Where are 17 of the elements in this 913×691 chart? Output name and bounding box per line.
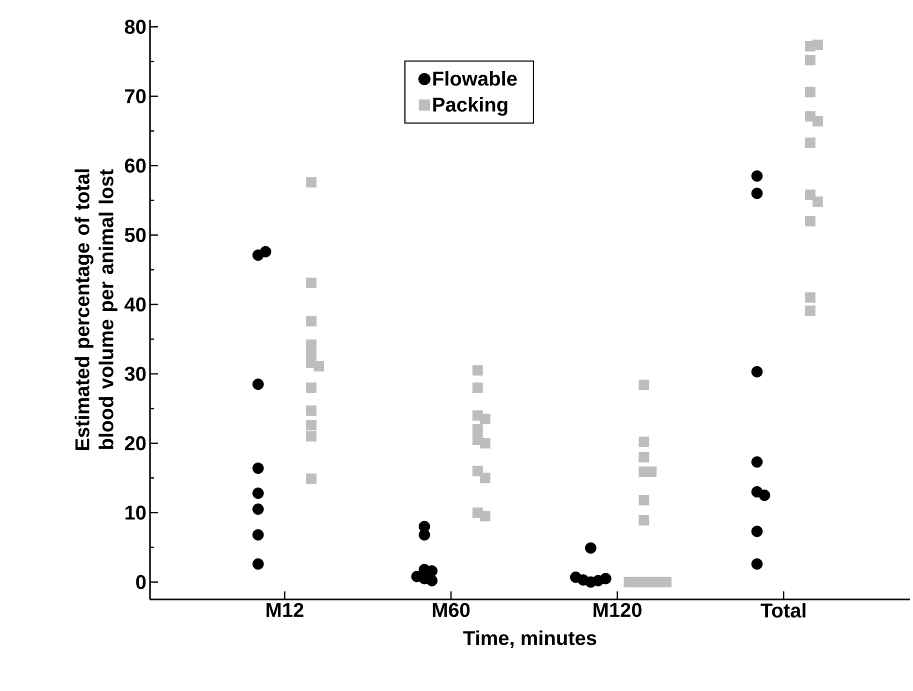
y-tick-label: 50 [124,228,146,242]
y-tick-label: 80 [124,20,146,34]
x-axis-title: Time, minutes [463,630,596,648]
y-tick-label: 0 [136,574,146,590]
y-tick-label: 20 [124,436,146,450]
y-tick-label: 10 [125,506,146,520]
y-tick-label: 30 [124,366,146,381]
y-axis-title: Estimated percentage of total blood volume per animal lost [74,169,118,450]
x-tick-label: M120 [594,602,642,618]
y-tick-label: 60 [124,158,146,173]
x-tick-label: Total [760,602,806,618]
y-tick-label: 40 [124,297,146,312]
legend-label: Flowable [433,71,517,86]
y-tick-label: 70 [125,89,146,104]
x-tick-label: M60 [432,602,470,618]
legend-label: Packing [433,97,508,116]
x-tick-label: M12 [266,602,304,617]
